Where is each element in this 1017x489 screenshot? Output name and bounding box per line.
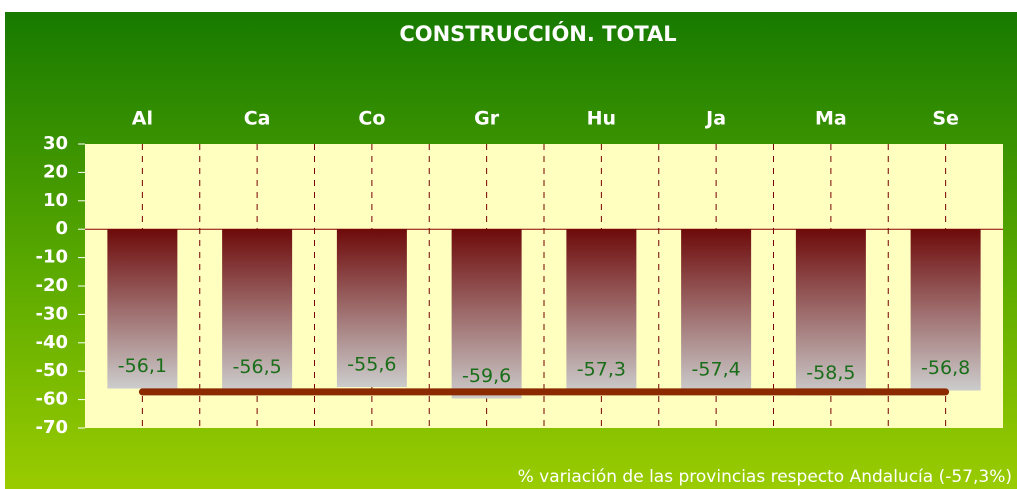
bar — [336, 229, 407, 388]
y-tick-label: 20 — [43, 161, 68, 182]
value-label: -58,5 — [806, 362, 855, 384]
bar — [566, 229, 637, 392]
x-tick-label: Ja — [704, 108, 726, 130]
footnote: % variación de las provincias respecto A… — [518, 467, 1012, 487]
y-tick-label: -30 — [35, 303, 68, 324]
x-tick-label: Co — [358, 108, 385, 130]
value-label: -56,1 — [118, 355, 167, 377]
value-label: -56,5 — [233, 356, 282, 378]
y-tick-label: 10 — [43, 190, 68, 211]
y-tick-label: 0 — [55, 218, 68, 239]
bar — [795, 229, 866, 396]
bar — [222, 229, 293, 390]
chart-title: CONSTRUCCIÓN. TOTAL — [399, 21, 676, 46]
x-tick-label: Hu — [587, 108, 616, 130]
y-tick-label: -20 — [35, 275, 68, 296]
value-label: -57,3 — [577, 358, 626, 380]
bar — [910, 229, 981, 391]
y-tick-label: 30 — [43, 133, 68, 154]
y-tick-label: -50 — [35, 360, 68, 381]
x-tick-label: Ca — [244, 108, 271, 130]
y-tick-label: -10 — [35, 247, 68, 268]
value-label: -59,6 — [462, 365, 511, 387]
x-tick-label: Gr — [474, 108, 500, 130]
bar — [681, 229, 752, 393]
bar — [107, 229, 178, 389]
x-tick-label: Al — [132, 108, 153, 130]
value-label: -55,6 — [347, 354, 396, 376]
y-tick-label: -70 — [35, 417, 68, 438]
value-label: -56,8 — [921, 357, 970, 379]
x-tick-label: Se — [932, 108, 959, 130]
value-label: -57,4 — [692, 359, 741, 381]
bar — [451, 229, 522, 399]
x-tick-label: Ma — [815, 108, 847, 130]
y-tick-label: -60 — [35, 389, 68, 410]
y-tick-label: -40 — [35, 332, 68, 353]
